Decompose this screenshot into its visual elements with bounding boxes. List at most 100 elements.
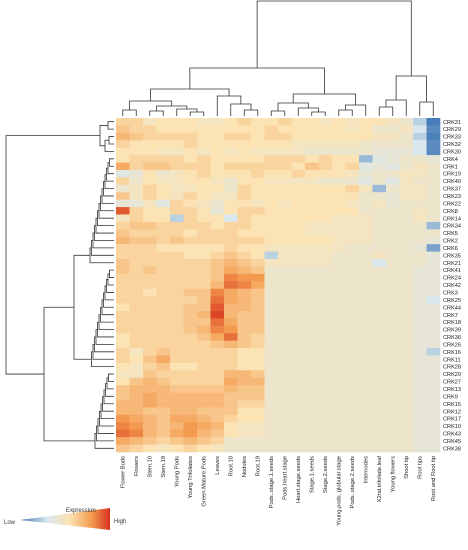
heatmap-cell (143, 370, 157, 379)
heatmap-cell (332, 244, 346, 252)
heatmap-cell (372, 318, 387, 327)
heatmap-cell (426, 362, 441, 371)
heatmap-cell (210, 236, 225, 245)
heatmap-cell (264, 303, 279, 312)
heatmap-cell (318, 199, 333, 208)
heatmap-cell (426, 147, 441, 156)
heatmap-cell (386, 348, 400, 356)
heatmap-cell (386, 414, 400, 423)
heatmap-cell (129, 199, 144, 208)
heatmap-cell (345, 229, 360, 238)
heatmap-cell (426, 296, 441, 304)
dendrogram-branch (256, 0, 412, 76)
heatmap-cell (399, 244, 414, 252)
heatmap-cell (224, 207, 238, 215)
heatmap-cell (197, 444, 211, 453)
heatmap-cell (386, 229, 400, 238)
heatmap-cell (156, 184, 171, 193)
heatmap-cell (251, 392, 265, 401)
heatmap-cell (399, 266, 414, 275)
heatmap-cell (399, 370, 414, 379)
heatmap-cell (359, 377, 373, 386)
heatmap-cell (386, 288, 400, 297)
heatmap-cell (332, 407, 346, 416)
heatmap-cell (237, 392, 252, 401)
heatmap-cell (318, 377, 333, 386)
heatmap-cell (345, 325, 360, 334)
heatmap-cell (345, 340, 360, 349)
heatmap-cell (129, 400, 144, 408)
heatmap-cell (197, 214, 211, 223)
heatmap-cell (183, 385, 198, 393)
dendrogram-branch (419, 101, 434, 116)
heatmap-cell (251, 370, 265, 379)
heatmap-cell (426, 303, 441, 312)
heatmap-cell (197, 162, 211, 171)
row-label: CRK14 (443, 216, 461, 222)
heatmap-cell (237, 310, 252, 319)
heatmap-cell (278, 192, 292, 200)
heatmap-cell (278, 400, 292, 408)
heatmap-cell (345, 125, 360, 134)
column-labels: Flower Buds Flowers Stem.10 Stem.19 Young Po… (120, 456, 436, 526)
heatmap-cell (278, 118, 292, 126)
heatmap-cell (183, 125, 198, 134)
heatmap-cell (278, 444, 292, 453)
heatmap-cell (291, 385, 306, 393)
heatmap-cell (264, 422, 279, 431)
column-label: Nodules (242, 456, 248, 477)
heatmap-cell (264, 192, 279, 200)
heatmap-cell (291, 162, 306, 171)
heatmap-cell (305, 333, 319, 341)
heatmap-cell (183, 273, 198, 282)
heatmap-cell (237, 362, 252, 371)
heatmap-cell (426, 414, 441, 423)
heatmap-cell (170, 273, 184, 282)
heatmap-cell (156, 362, 171, 371)
heatmap-cell (332, 259, 346, 267)
heatmap-cell (197, 184, 211, 193)
heatmap-cell (156, 407, 171, 416)
heatmap-cell (413, 303, 427, 312)
heatmap-cell (345, 199, 360, 208)
heatmap-cell (278, 259, 292, 267)
heatmap-cell (386, 355, 400, 364)
heatmap-cell (129, 377, 144, 386)
heatmap-cell (413, 132, 427, 141)
heatmap-cell (318, 429, 333, 438)
heatmap-cell (237, 340, 252, 349)
heatmap-cell (318, 407, 333, 416)
row-label: CRK22 (443, 201, 461, 207)
heatmap-cell (426, 118, 441, 126)
heatmap-cell (278, 362, 292, 371)
heatmap-cell (305, 214, 319, 223)
heatmap-cell (156, 169, 171, 178)
heatmap-cell (129, 221, 144, 230)
heatmap-cell (251, 229, 265, 238)
heatmap-cell (291, 429, 306, 438)
heatmap-cell (129, 244, 144, 252)
heatmap-cell (399, 221, 414, 230)
column-label: Stem.10 (147, 456, 153, 478)
heatmap-cell (332, 303, 346, 312)
heatmap-cell (183, 214, 198, 223)
heatmap-cell (116, 348, 130, 356)
heatmap-cell (345, 118, 360, 126)
heatmap-cell (183, 377, 198, 386)
heatmap-cell (372, 273, 387, 282)
heatmap-cell (237, 229, 252, 238)
heatmap-cell (237, 118, 252, 126)
heatmap-cell (116, 266, 130, 275)
heatmap-cell (278, 437, 292, 445)
heatmap-cell (291, 362, 306, 371)
heatmap-cell (183, 251, 198, 260)
heatmap-cell (197, 259, 211, 267)
heatmap-cell (413, 296, 427, 304)
heatmap-cell (291, 437, 306, 445)
row-label: CRK42 (443, 283, 461, 289)
heatmap-cell (386, 370, 400, 379)
heatmap-cell (413, 125, 427, 134)
heatmap-cell (251, 444, 265, 453)
heatmap-cell (359, 266, 373, 275)
heatmap-cell (156, 422, 171, 431)
